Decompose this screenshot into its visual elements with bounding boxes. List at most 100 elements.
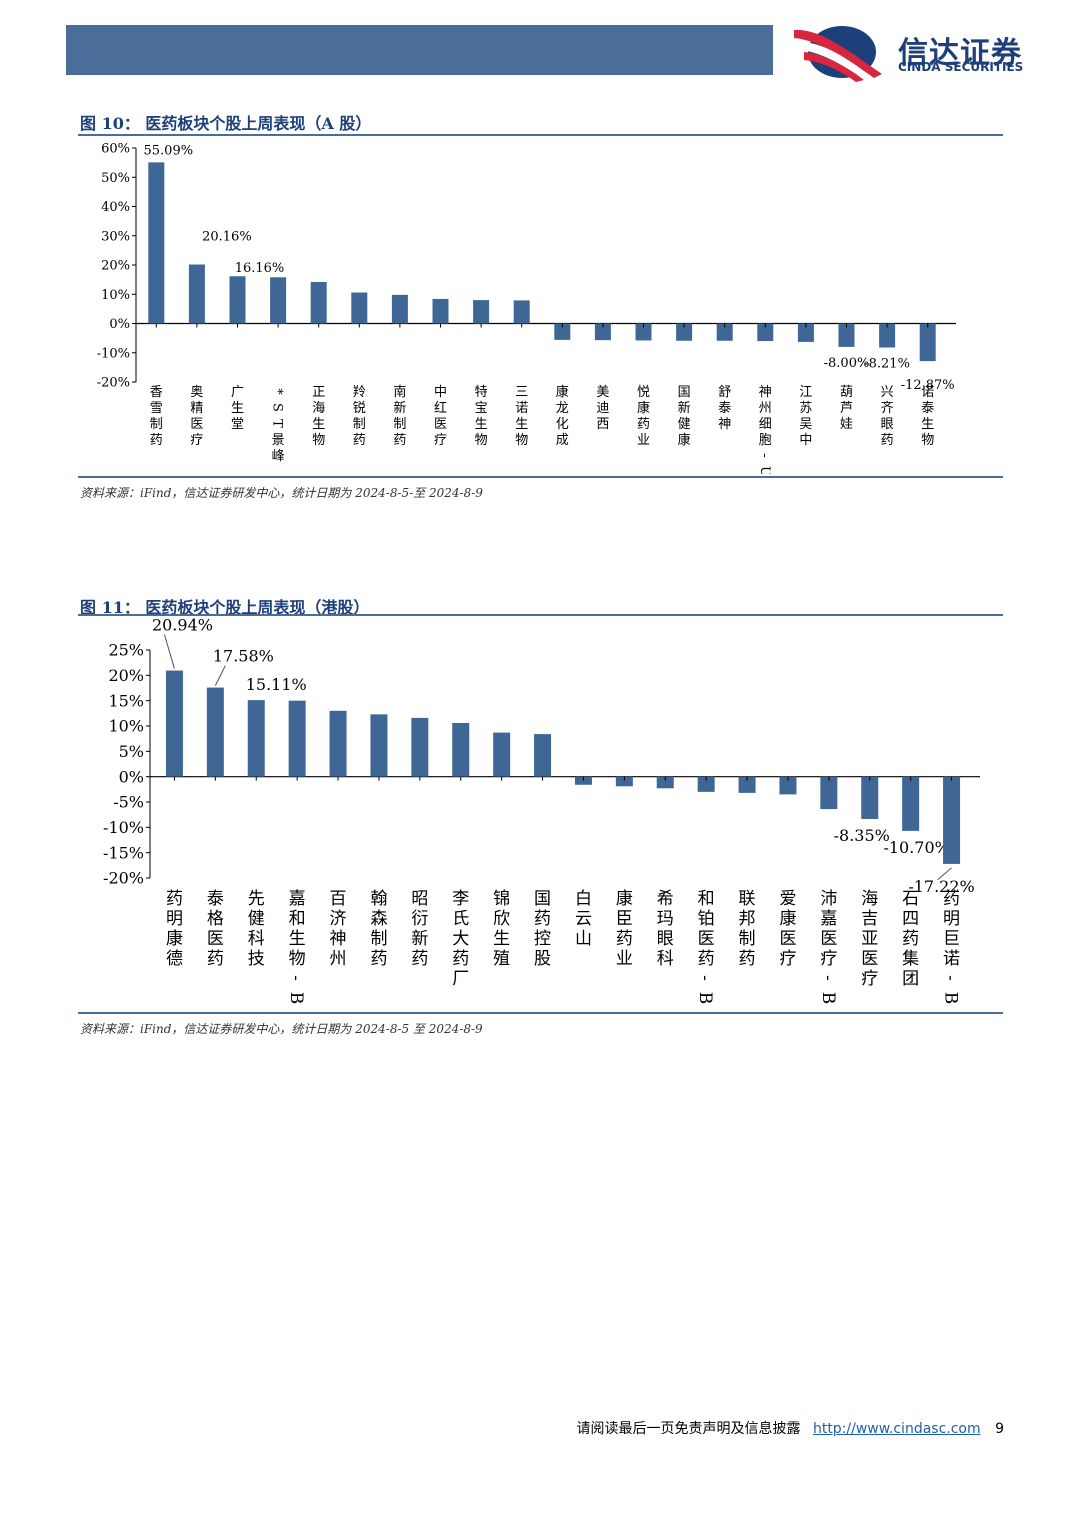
bar	[797, 323, 814, 342]
svg-text:康: 康	[678, 432, 691, 448]
bar	[329, 710, 347, 777]
y-tick-label: 20%	[101, 259, 130, 274]
svg-text:精: 精	[190, 401, 203, 416]
svg-text:国: 国	[534, 889, 551, 909]
bar	[879, 323, 896, 348]
svg-text:先: 先	[248, 889, 265, 909]
y-tick-label: -5%	[113, 793, 144, 812]
svg-text:龙: 龙	[556, 401, 569, 416]
svg-text:药: 药	[637, 417, 650, 432]
svg-text:雪: 雪	[150, 401, 163, 416]
data-label: -10.70%	[883, 838, 949, 857]
footer-link[interactable]: http://www.cindasc.com	[812, 1421, 981, 1437]
svg-text:齐: 齐	[881, 400, 894, 416]
svg-text:-: -	[695, 975, 715, 981]
bar	[820, 776, 838, 810]
svg-text:医: 医	[820, 929, 837, 949]
svg-text:药: 药	[698, 949, 715, 969]
svg-text:正: 正	[312, 385, 325, 400]
bar	[838, 323, 855, 347]
svg-text:森: 森	[370, 909, 387, 929]
svg-text:健: 健	[678, 417, 691, 432]
y-tick-label: 0%	[119, 767, 144, 786]
company-logo: 信达证券 CINDA SECURITIES	[790, 22, 1060, 82]
data-label: -17.22%	[908, 877, 974, 896]
svg-text:疗: 疗	[779, 949, 796, 969]
svg-text:和: 和	[289, 909, 306, 929]
y-tick-label: 10%	[101, 288, 130, 303]
svg-text:悦: 悦	[637, 385, 650, 400]
svg-text:健: 健	[248, 909, 265, 929]
svg-text:海: 海	[312, 401, 325, 416]
bar	[716, 323, 733, 341]
leader-line	[937, 867, 952, 881]
svg-text:三: 三	[515, 385, 528, 400]
svg-text:-: -	[818, 975, 838, 981]
svg-text:巨: 巨	[943, 929, 960, 949]
data-label: 20.94%	[152, 618, 213, 635]
svg-text:疗: 疗	[861, 969, 878, 989]
svg-text:大: 大	[452, 929, 469, 949]
svg-text:西: 西	[596, 417, 609, 432]
svg-text:物: 物	[312, 433, 325, 448]
svg-text:昭: 昭	[411, 889, 428, 909]
figure-11-bottom-rule	[78, 1012, 1003, 1014]
svg-text:生: 生	[289, 929, 306, 949]
bar	[757, 323, 774, 342]
y-tick-label: 20%	[108, 666, 144, 685]
bar	[493, 732, 511, 777]
category-label: 舒泰神	[718, 385, 731, 432]
data-label: 16.16%	[235, 261, 285, 276]
svg-text:诺: 诺	[921, 385, 934, 400]
category-label: 白云山	[575, 889, 592, 949]
bar	[188, 264, 205, 324]
bar	[351, 292, 368, 324]
svg-text:生: 生	[493, 929, 510, 949]
svg-text:爱: 爱	[779, 889, 796, 909]
y-tick-label: 50%	[101, 171, 130, 186]
svg-text:娃: 娃	[840, 417, 853, 432]
svg-text:锦: 锦	[493, 889, 510, 909]
svg-text:嘉: 嘉	[820, 909, 837, 929]
svg-text:B: B	[695, 992, 715, 1005]
y-tick-label: -20%	[103, 869, 144, 888]
svg-text:泰: 泰	[207, 889, 224, 909]
figure-11-title: 图 11： 医药板块个股上周表现（港股）	[80, 598, 370, 617]
bar	[229, 276, 246, 324]
bar	[411, 717, 429, 777]
page-footer: 请阅读最后一页免责声明及信息披露 http://www.cindasc.com …	[577, 1418, 1005, 1438]
svg-text:生: 生	[231, 401, 244, 416]
bar	[310, 281, 327, 324]
svg-text:药: 药	[943, 889, 960, 909]
svg-text:邦: 邦	[739, 909, 756, 929]
svg-text:疗: 疗	[190, 433, 203, 448]
svg-text:宝: 宝	[475, 401, 488, 416]
svg-text:控: 控	[534, 929, 551, 949]
svg-text:氏: 氏	[452, 909, 469, 929]
data-label: -8.21%	[864, 357, 910, 372]
svg-text:奥: 奥	[190, 385, 203, 400]
y-tick-label: 25%	[108, 641, 144, 660]
svg-text:医: 医	[861, 949, 878, 969]
svg-text:物: 物	[289, 949, 306, 969]
bar	[247, 700, 265, 777]
svg-text:成: 成	[556, 433, 569, 448]
data-label: 20.16%	[202, 230, 252, 245]
leader-line	[163, 634, 175, 669]
svg-text:德: 德	[166, 949, 183, 969]
svg-text:葫: 葫	[840, 385, 853, 400]
data-label: -12.87%	[901, 378, 955, 393]
logo-mark-icon	[794, 26, 882, 82]
svg-text:制: 制	[393, 417, 406, 432]
bar	[738, 776, 756, 793]
svg-text:神: 神	[330, 929, 347, 949]
svg-text:铂: 铂	[698, 909, 715, 929]
